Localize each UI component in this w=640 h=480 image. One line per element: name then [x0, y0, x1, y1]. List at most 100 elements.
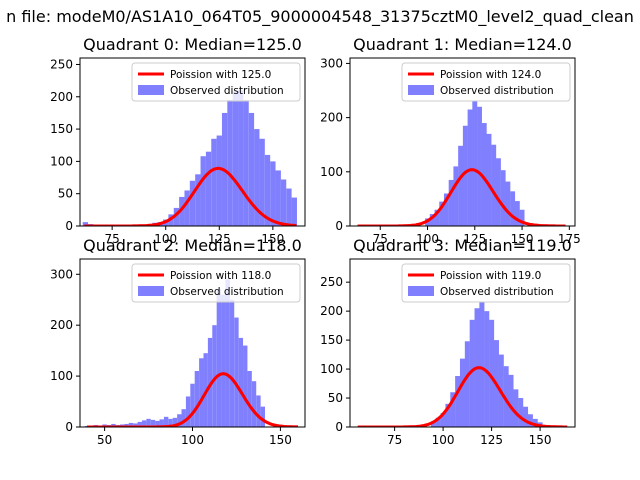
legend: Poission with 125.0 Observed distribution [131, 62, 301, 102]
histogram-bar [435, 417, 441, 427]
histogram-bar [82, 222, 89, 226]
subplot-title: Quadrant 0: Median=125.0 [83, 35, 302, 54]
legend-poisson-label: Poission with 125.0 [170, 69, 271, 81]
legend-histogram-swatch [138, 85, 164, 95]
legend-poisson-label: Poission with 118.0 [170, 270, 271, 282]
histogram-bar [184, 190, 190, 226]
histogram-bar [440, 413, 446, 427]
y-tick-label: 0 [335, 219, 343, 233]
legend-histogram-swatch [408, 85, 434, 95]
x-tick-label: 150 [261, 232, 284, 246]
histogram-bar [199, 358, 204, 427]
legend-histogram-label: Observed distribution [170, 85, 284, 97]
histogram-bar [467, 109, 473, 226]
poisson-curve [357, 168, 566, 226]
x-tick-label: 150 [269, 433, 292, 447]
histogram-bar [260, 406, 266, 427]
plot-area [82, 90, 297, 226]
legend: Poission with 124.0 Observed distribution [401, 62, 571, 102]
legend: Poission with 119.0 Observed distribution [401, 263, 571, 303]
histogram-bar [477, 106, 482, 226]
x-tick-label: 100 [154, 232, 177, 246]
y-tick-label: 300 [320, 56, 343, 70]
histogram-bar [194, 371, 200, 427]
histogram-bar [238, 90, 244, 226]
histogram-bar [484, 311, 490, 427]
histogram-bar [275, 170, 281, 226]
legend-box [131, 263, 301, 303]
histogram-bar [247, 371, 252, 427]
histogram-bar [229, 299, 235, 427]
histogram-bar [448, 179, 454, 226]
histogram-bar [133, 423, 138, 427]
histogram-bar [232, 91, 239, 226]
histogram-bar [464, 341, 470, 427]
histogram-bar [443, 193, 449, 226]
y-tick-label: 200 [320, 304, 343, 318]
histogram-bar [458, 145, 464, 226]
legend-poisson-label: Poission with 124.0 [440, 69, 541, 81]
histogram-bar [479, 302, 485, 427]
histogram-bar [111, 423, 116, 427]
histogram-bar [291, 197, 297, 226]
y-tick-label: 50 [328, 391, 343, 405]
x-tick-label: 125 [480, 433, 503, 447]
legend-poisson-label: Poission with 119.0 [440, 270, 541, 282]
histogram-bar [510, 191, 516, 226]
histogram-bar [234, 317, 239, 427]
x-tick-label: 100 [416, 232, 439, 246]
axes-frame [349, 57, 576, 227]
histogram-bar [486, 133, 492, 226]
histogram-bar [205, 151, 212, 226]
y-tick-label: 300 [50, 267, 73, 281]
histogram-bar [445, 403, 451, 427]
histogram-bar [124, 423, 129, 427]
y-tick-label: 200 [50, 318, 73, 332]
y-tick-label: 150 [320, 333, 343, 347]
subplot-quadrant-0: 75 100 125 150 0 50 100 150 200 250 Quadrant 0: Me… [50, 35, 306, 246]
x-tick-label: 50 [97, 433, 112, 447]
histogram-bar [141, 420, 147, 427]
histogram-bar [243, 345, 248, 427]
histogram-bar [137, 421, 142, 427]
histogram-bar [216, 135, 222, 226]
histogram-bar [221, 294, 226, 427]
legend-histogram-label: Observed distribution [440, 85, 554, 97]
histogram-bar [200, 156, 206, 226]
x-tick-label: 150 [529, 433, 552, 447]
y-tick-label: 0 [65, 420, 73, 434]
histogram-bar [259, 138, 265, 226]
histogram-bar [430, 421, 436, 427]
y-tick-label: 100 [50, 154, 73, 168]
y-tick-label: 100 [50, 369, 73, 383]
histogram-bar [185, 396, 191, 427]
x-tick-label: 100 [432, 433, 455, 447]
poisson-curve [84, 166, 297, 226]
legend-box [401, 263, 571, 303]
histogram-bar [243, 100, 249, 226]
histogram-bar [459, 358, 466, 427]
histogram-bar [227, 100, 233, 226]
y-tick-label: 50 [58, 187, 73, 201]
histogram-bar [159, 419, 164, 427]
subplot-title: Quadrant 2: Median=118.0 [83, 236, 302, 255]
histogram-bar [211, 138, 217, 226]
histogram-bar [500, 170, 506, 226]
legend: Poission with 118.0 Observed distribution [131, 263, 301, 303]
histogram-bar [181, 409, 186, 427]
histogram-bar [248, 112, 255, 226]
x-tick-label: 75 [373, 232, 388, 246]
histogram-bar [189, 180, 196, 226]
histogram-bar [481, 123, 487, 226]
histogram-bar [146, 418, 151, 427]
x-tick-label: 125 [208, 232, 231, 246]
histogram-bar [225, 279, 230, 427]
legend-histogram-label: Observed distribution [170, 286, 284, 298]
histogram-bar [519, 209, 525, 226]
histogram-bar [495, 158, 501, 226]
histogram-bar [453, 166, 459, 226]
histogram-bar [513, 389, 519, 427]
plot-area [357, 101, 566, 226]
histogram-bar [508, 374, 514, 427]
histogram-bar [434, 209, 440, 226]
